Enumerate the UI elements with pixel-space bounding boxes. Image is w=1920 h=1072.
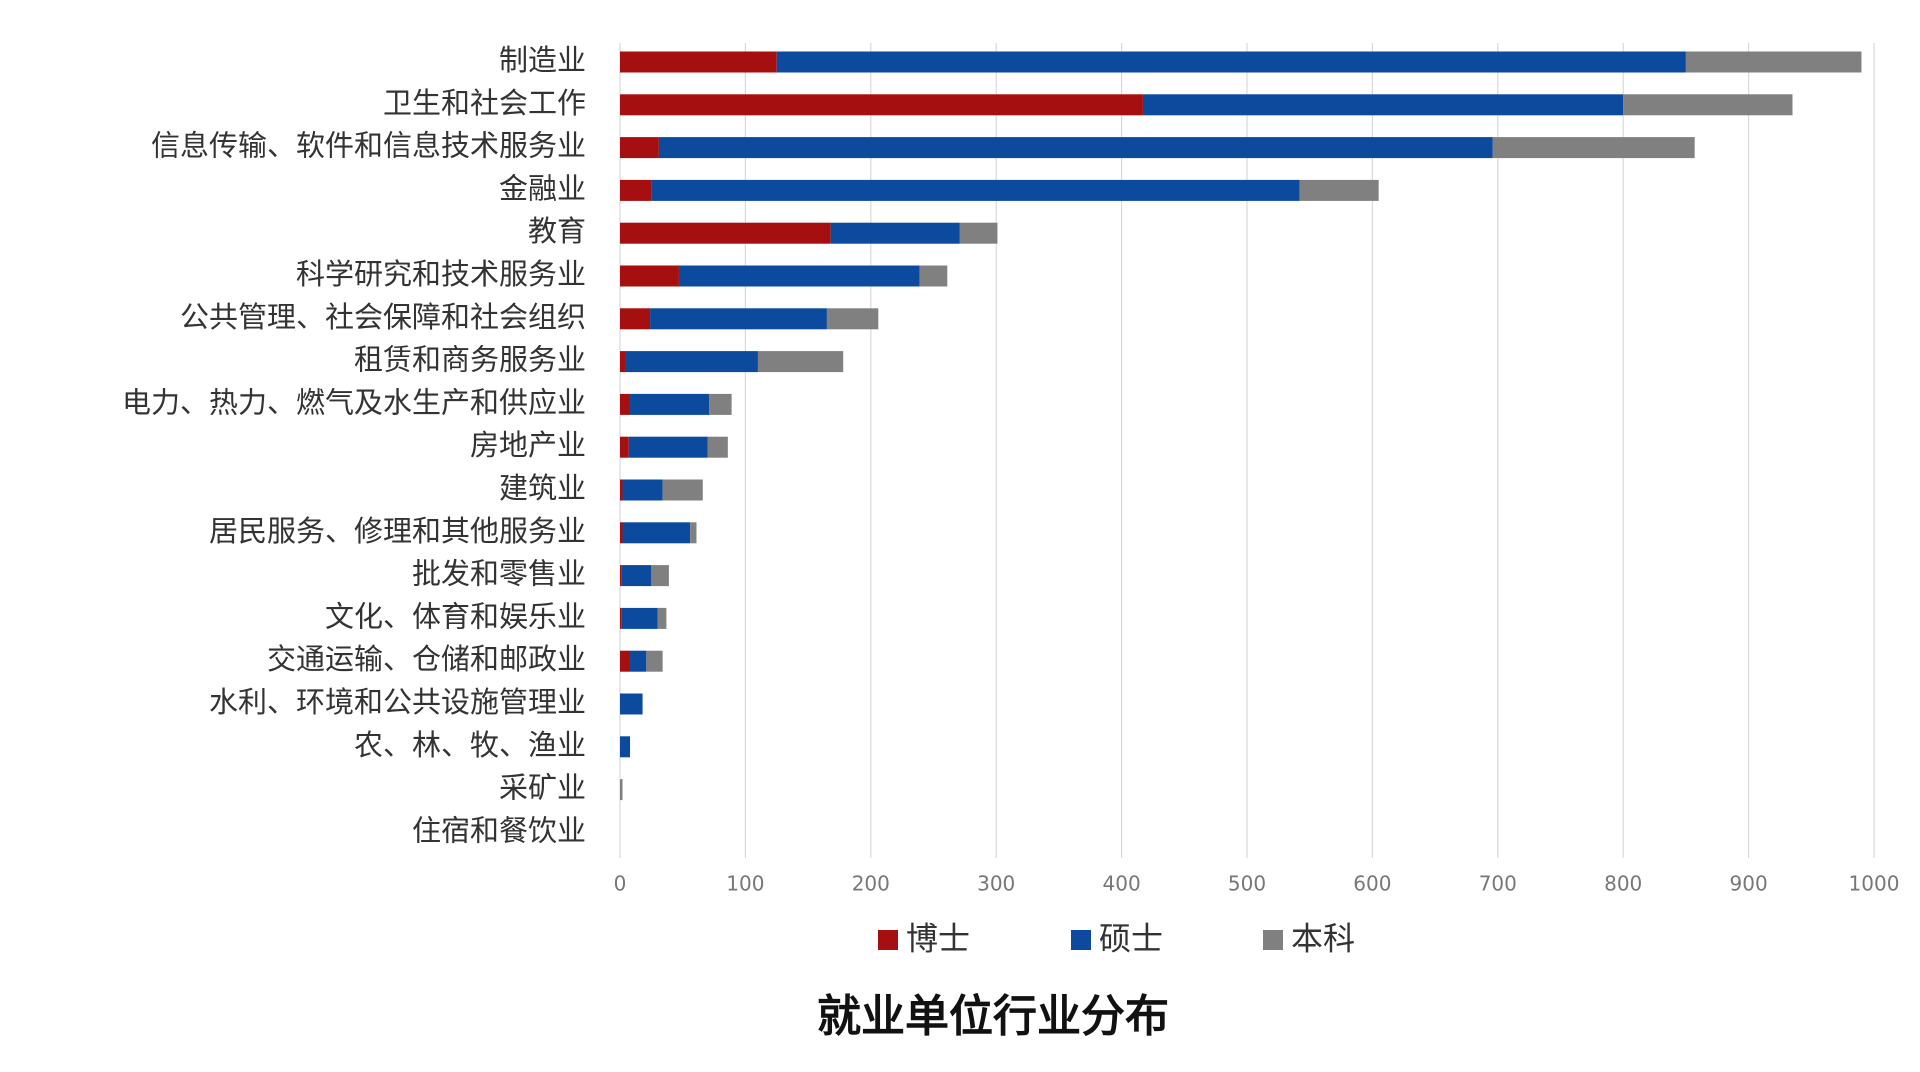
bar-segment	[651, 179, 1300, 201]
y-tick-label: 公共管理、社会保障和社会组织	[180, 300, 586, 334]
y-tick-label: 教育	[528, 214, 586, 248]
y-tick-label: 科学研究和技术服务业	[296, 257, 586, 291]
bar-segment	[620, 736, 631, 758]
bar-segment	[1299, 179, 1379, 201]
bar-segment	[662, 479, 703, 501]
legend-label: 硕士	[1099, 920, 1163, 958]
bar-segment	[651, 565, 669, 587]
bar-segment	[625, 351, 758, 373]
bar-segment	[620, 779, 623, 801]
bar-segment	[1623, 94, 1793, 116]
bar-segment	[620, 179, 652, 201]
legend-label: 本科	[1291, 920, 1355, 958]
bar-segment	[919, 265, 948, 287]
chart-title: 就业单位行业分布	[817, 991, 1169, 1042]
bar-segment	[620, 265, 679, 287]
bar-segment	[657, 607, 667, 629]
y-tick-label: 交通运输、仓储和邮政业	[267, 642, 586, 676]
bar-segment	[830, 222, 960, 244]
bar-segment	[621, 607, 658, 629]
legend-swatch	[1071, 930, 1091, 950]
bar-segment	[959, 222, 998, 244]
y-tick-label: 文化、体育和娱乐业	[325, 599, 586, 633]
bar-segment	[620, 436, 629, 458]
bar-segment	[622, 479, 663, 501]
bar-segment	[690, 522, 697, 544]
x-tick-label: 700	[1479, 872, 1517, 896]
bar-segment	[620, 650, 631, 672]
bar-segment	[620, 565, 622, 587]
bar-segment	[709, 393, 732, 415]
legend-label: 博士	[906, 920, 970, 958]
bar-segment	[630, 650, 647, 672]
x-tick-label: 200	[852, 872, 890, 896]
y-tick-label: 卫生和社会工作	[383, 86, 586, 120]
y-tick-label: 房地产业	[470, 428, 586, 462]
x-tick-label: 100	[726, 872, 764, 896]
y-tick-label: 租赁和商务服务业	[354, 343, 586, 377]
bar-segment	[1685, 51, 1862, 73]
x-tick-label: 800	[1604, 872, 1642, 896]
y-tick-label: 水利、环境和公共设施管理业	[209, 685, 586, 719]
x-tick-label: 900	[1730, 872, 1768, 896]
bar-segment	[622, 522, 691, 544]
bar-segment	[620, 479, 623, 501]
bar-segment	[620, 51, 777, 73]
bar-segment	[658, 137, 1493, 159]
bar-segment	[776, 51, 1686, 73]
y-tick-label: 居民服务、修理和其他服务业	[209, 514, 586, 548]
y-tick-label: 农、林、牧、渔业	[354, 728, 586, 762]
bar-segment	[646, 650, 663, 672]
bar-segment	[621, 565, 652, 587]
bar-segment	[620, 393, 631, 415]
bar-segment	[650, 308, 827, 330]
bar-segment	[620, 308, 651, 330]
bar-segment	[620, 351, 626, 373]
bar-segment	[826, 308, 879, 330]
y-tick-label: 建筑业	[499, 471, 586, 505]
x-tick-label: 500	[1228, 872, 1266, 896]
y-tick-label: 电力、热力、燃气及水生产和供应业	[122, 385, 586, 419]
y-tick-label: 住宿和餐饮业	[412, 813, 586, 847]
bar-segment	[620, 522, 623, 544]
y-tick-label: 采矿业	[499, 771, 586, 805]
x-tick-label: 400	[1103, 872, 1141, 896]
bar-segment	[620, 94, 1143, 116]
bar-segment	[757, 351, 844, 373]
x-tick-label: 0	[614, 872, 627, 896]
y-tick-label: 制造业	[499, 43, 586, 77]
bar-segment	[678, 265, 920, 287]
bar-segment	[628, 436, 708, 458]
x-tick-label: 300	[977, 872, 1015, 896]
bar-segment	[620, 222, 831, 244]
bar-segment	[620, 607, 622, 629]
bar-segment	[630, 393, 710, 415]
bar-segment	[1492, 137, 1695, 159]
bar-segment	[1142, 94, 1624, 116]
legend-swatch	[878, 930, 898, 950]
y-tick-label: 批发和零售业	[412, 557, 586, 591]
bar-segment	[620, 137, 659, 159]
y-tick-label: 金融业	[499, 171, 586, 205]
x-tick-label: 600	[1353, 872, 1391, 896]
x-tick-label: 1000	[1849, 872, 1900, 896]
y-tick-label: 信息传输、软件和信息技术服务业	[151, 129, 586, 163]
bar-segment	[620, 693, 643, 715]
legend-swatch	[1263, 930, 1283, 950]
bar-segment	[707, 436, 728, 458]
